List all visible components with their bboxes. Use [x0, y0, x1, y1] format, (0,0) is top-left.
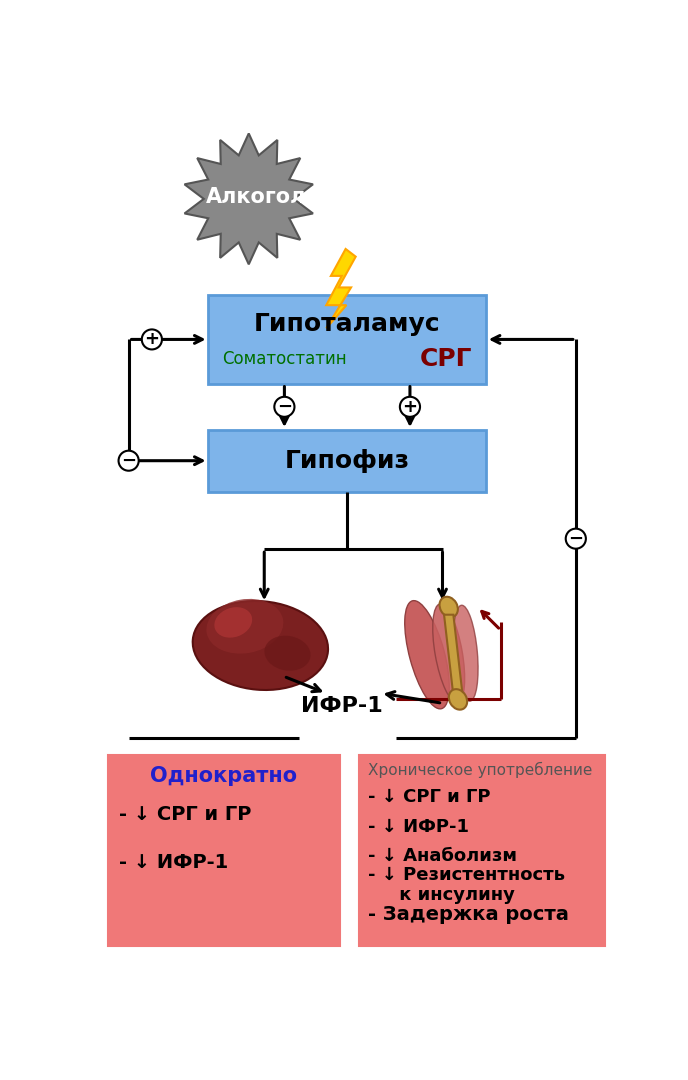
Text: Гипофиз: Гипофиз	[285, 448, 410, 473]
Text: СРГ: СРГ	[420, 347, 472, 372]
FancyBboxPatch shape	[208, 430, 486, 491]
Text: Соматостатин: Соматостатин	[222, 350, 347, 368]
Text: ИФР-1: ИФР-1	[301, 696, 383, 716]
Text: Алкоголь: Алкоголь	[206, 187, 319, 206]
Ellipse shape	[405, 600, 449, 708]
Ellipse shape	[193, 600, 328, 690]
Text: +: +	[144, 330, 160, 349]
Ellipse shape	[433, 604, 464, 703]
Polygon shape	[326, 249, 356, 328]
Text: −: −	[121, 451, 136, 470]
Ellipse shape	[215, 607, 252, 637]
Text: - ↓ Резистентность
     к инсулину: - ↓ Резистентность к инсулину	[368, 865, 565, 904]
Ellipse shape	[264, 636, 310, 671]
Polygon shape	[444, 615, 462, 696]
Text: −: −	[568, 529, 583, 548]
Circle shape	[275, 396, 294, 417]
FancyBboxPatch shape	[108, 755, 340, 946]
Circle shape	[118, 450, 139, 471]
Text: - ↓ ИФР-1: - ↓ ИФР-1	[368, 818, 469, 836]
Text: - Задержка роста: - Задержка роста	[368, 905, 569, 923]
Text: −: −	[277, 397, 292, 416]
Text: - ↓ Анаболизм: - ↓ Анаболизм	[368, 847, 517, 865]
Text: Гипоталамус: Гипоталамус	[254, 312, 440, 336]
Circle shape	[566, 528, 586, 549]
Ellipse shape	[440, 597, 458, 618]
FancyBboxPatch shape	[359, 755, 605, 946]
Ellipse shape	[206, 599, 283, 653]
Polygon shape	[184, 134, 313, 265]
Text: +: +	[402, 397, 418, 416]
FancyBboxPatch shape	[208, 295, 486, 383]
Text: Хроническое употребление: Хроническое употребление	[368, 762, 592, 779]
Ellipse shape	[453, 605, 478, 701]
Circle shape	[400, 396, 420, 417]
Text: - ↓ СРГ и ГР: - ↓ СРГ и ГР	[368, 788, 491, 806]
Ellipse shape	[449, 689, 467, 710]
Text: - ↓ ИФР-1: - ↓ ИФР-1	[118, 853, 228, 873]
Text: - ↓ СРГ и ГР: - ↓ СРГ и ГР	[118, 806, 251, 824]
Text: Однократно: Однократно	[151, 767, 297, 786]
Circle shape	[142, 329, 162, 350]
